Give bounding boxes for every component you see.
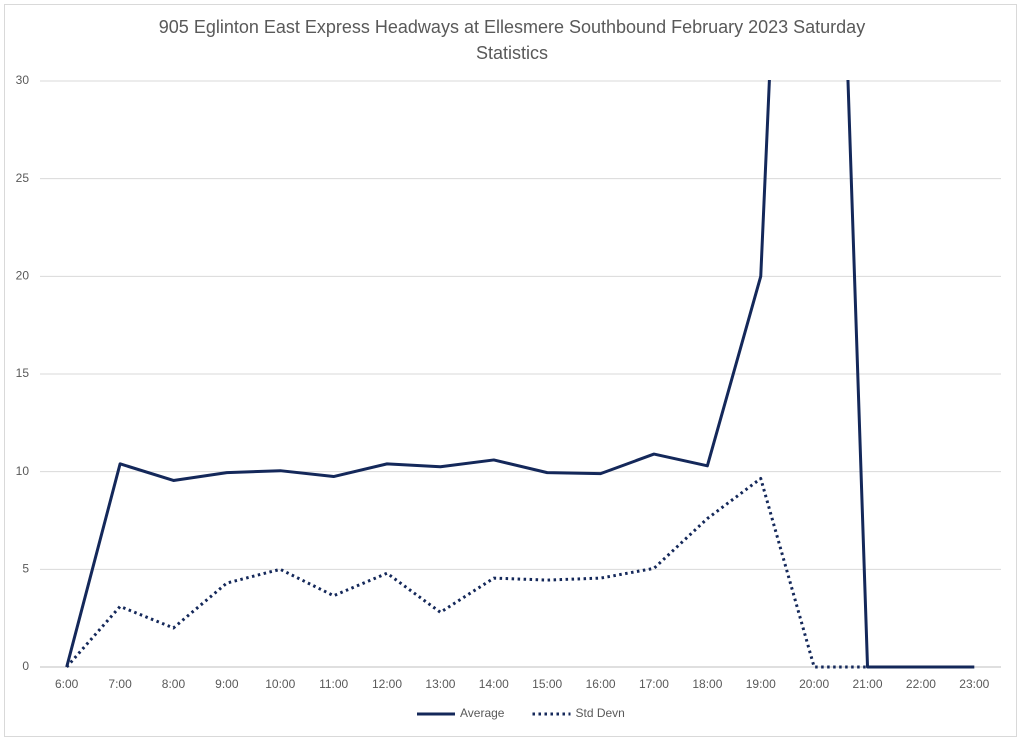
x-tick-label: 20:00 bbox=[799, 677, 829, 691]
x-tick-label: 13:00 bbox=[425, 677, 455, 691]
x-tick-label: 17:00 bbox=[639, 677, 669, 691]
x-tick-label: 16:00 bbox=[586, 677, 616, 691]
x-tick-label: 15:00 bbox=[532, 677, 562, 691]
x-tick-label: 8:00 bbox=[162, 677, 186, 691]
x-tick-label: 22:00 bbox=[906, 677, 936, 691]
x-tick-label: 7:00 bbox=[108, 677, 132, 691]
x-tick-label: 6:00 bbox=[55, 677, 79, 691]
y-tick-label: 15 bbox=[16, 366, 30, 380]
data-line bbox=[65, 80, 975, 669]
x-tick-label: 19:00 bbox=[746, 677, 776, 691]
y-tick-label: 30 bbox=[16, 73, 30, 87]
x-tick-label: 18:00 bbox=[692, 677, 722, 691]
legend-label: Std Devn bbox=[575, 706, 624, 720]
y-tick-label: 0 bbox=[22, 659, 29, 673]
y-tick-label: 25 bbox=[16, 171, 30, 185]
x-tick-label: 23:00 bbox=[959, 677, 989, 691]
legend-label: Average bbox=[460, 706, 505, 720]
chart-border bbox=[4, 4, 1017, 737]
x-tick-label: 14:00 bbox=[479, 677, 509, 691]
y-tick-label: 20 bbox=[16, 269, 30, 283]
x-tick-label: 10:00 bbox=[265, 677, 295, 691]
chart-title: 905 Eglinton East Express Headways at El… bbox=[158, 17, 866, 63]
x-tick-label: 9:00 bbox=[215, 677, 239, 691]
x-tick-label: 21:00 bbox=[853, 677, 883, 691]
plot-area bbox=[65, 80, 975, 669]
y-tick-label: 10 bbox=[16, 464, 30, 478]
x-tick-label: 12:00 bbox=[372, 677, 402, 691]
x-tick-label: 11:00 bbox=[319, 677, 348, 691]
y-tick-label: 5 bbox=[22, 562, 29, 576]
